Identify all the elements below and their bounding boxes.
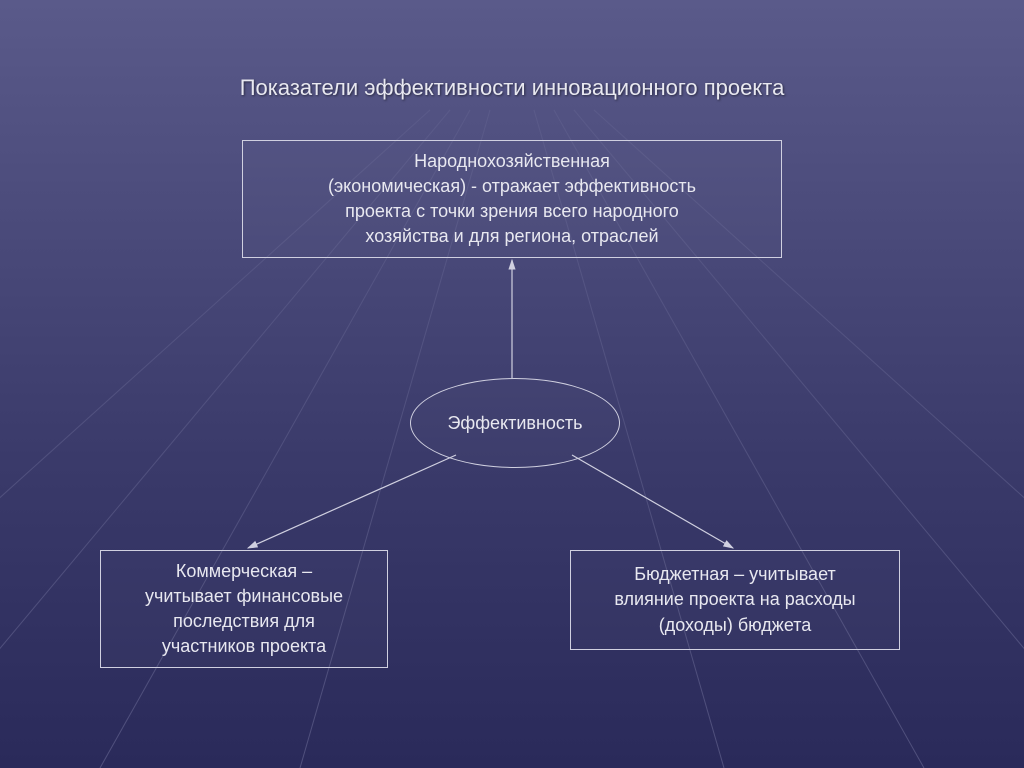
- node-right-text: Бюджетная – учитываетвлияние проекта на …: [614, 562, 855, 638]
- edge-center-left: [248, 455, 456, 548]
- node-center: Эффективность: [410, 378, 620, 468]
- node-right: Бюджетная – учитываетвлияние проекта на …: [570, 550, 900, 650]
- node-top: Народнохозяйственная(экономическая) - от…: [242, 140, 782, 258]
- node-center-text: Эффективность: [447, 413, 582, 434]
- edge-center-right: [572, 455, 733, 548]
- node-left-text: Коммерческая –учитывает финансовыепослед…: [145, 559, 343, 660]
- node-left: Коммерческая –учитывает финансовыепослед…: [100, 550, 388, 668]
- node-top-text: Народнохозяйственная(экономическая) - от…: [328, 149, 696, 250]
- page-title: Показатели эффективности инновационного …: [240, 75, 785, 101]
